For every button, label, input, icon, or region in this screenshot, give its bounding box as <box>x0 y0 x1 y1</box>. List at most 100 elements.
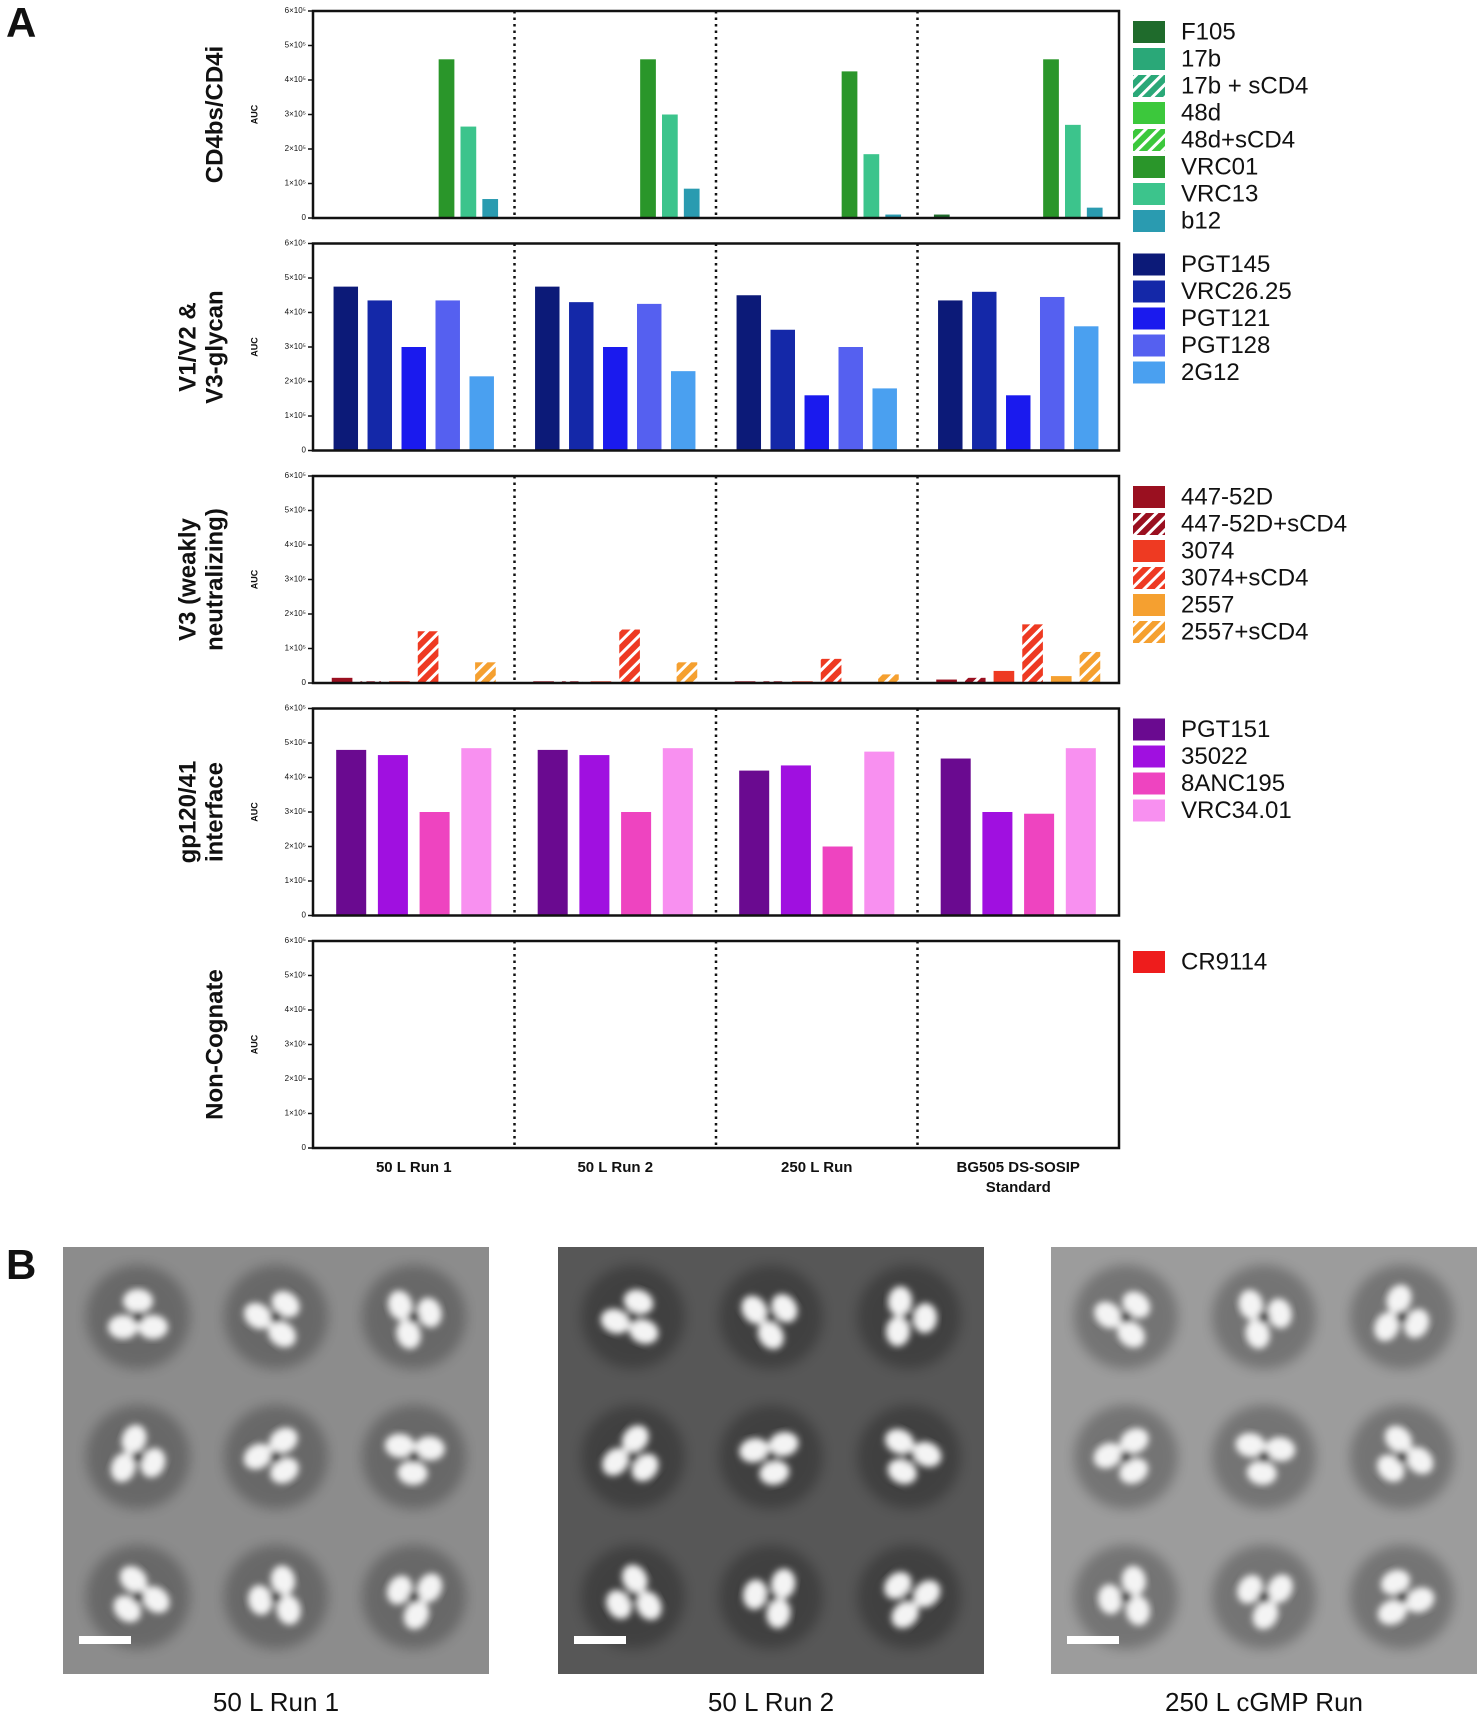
legend-swatch <box>1133 156 1165 178</box>
y-tick-label: 0 <box>302 213 307 222</box>
legend-swatch <box>1133 210 1165 232</box>
particle-lobe <box>1405 1587 1435 1613</box>
particle-core <box>1396 1591 1408 1603</box>
bar <box>1024 813 1055 916</box>
particle-lobe <box>912 1441 942 1467</box>
bar <box>820 658 842 683</box>
x-tick-label: 50 L Run 1 <box>375 1159 452 1176</box>
particle-core <box>132 1591 144 1603</box>
particle <box>1093 1428 1149 1484</box>
particle-core <box>1396 1311 1408 1323</box>
y-tick-label: 4×10⁵ <box>285 1005 306 1014</box>
particle-lobe <box>771 1568 796 1599</box>
y-tick-label: 2×10⁵ <box>285 609 306 618</box>
legend-swatch <box>1133 540 1165 562</box>
legend-swatch <box>1133 102 1165 124</box>
scale-bar <box>574 1636 626 1644</box>
class-average-image <box>558 1247 984 1674</box>
bar <box>619 629 640 683</box>
particle-core <box>627 1311 639 1323</box>
y-axis-label: AUC <box>249 569 259 589</box>
y-axis-label: AUC <box>249 802 259 822</box>
particle-lobe <box>602 1447 629 1476</box>
particle <box>1377 1425 1434 1482</box>
particle-lobe <box>142 1586 170 1614</box>
particle-lobe <box>768 1431 799 1457</box>
y-tick-label: 4×10⁵ <box>285 540 306 549</box>
bar <box>863 154 880 218</box>
particle-lobe <box>887 1458 917 1485</box>
bar <box>780 765 811 916</box>
particle-lobe <box>1235 1432 1266 1458</box>
particle <box>1237 1574 1293 1630</box>
particle <box>387 1290 442 1349</box>
particle-core <box>1120 1311 1132 1323</box>
x-tick-label: 50 L Run 2 <box>577 1159 654 1176</box>
legend-label: 3074+sCD4 <box>1181 564 1308 591</box>
particle-core <box>270 1451 282 1463</box>
particle-lobe <box>600 1308 631 1334</box>
legend-label: 3074 <box>1181 537 1234 564</box>
x-tick-label: BG505 DS-SOSIP Standard <box>956 1159 1080 1196</box>
particle-lobe <box>417 1297 442 1328</box>
particle <box>600 1289 659 1344</box>
image-caption: 50 L Run 2 <box>708 1687 834 1717</box>
particle-lobe <box>269 1427 298 1454</box>
particle-lobe <box>270 1565 296 1596</box>
bar <box>670 371 696 451</box>
legend-label: 48d <box>1181 99 1221 126</box>
y-tick-label: 4×10⁵ <box>285 75 306 84</box>
particle-lobe <box>403 1600 430 1630</box>
x-tick-label-box: 50 L Run 1 <box>375 1159 452 1176</box>
particle-core <box>627 1591 639 1603</box>
particle <box>885 1429 942 1485</box>
legend-label: 2557+sCD4 <box>1181 618 1308 645</box>
y-tick-label: 4×10⁵ <box>285 773 306 782</box>
particle-core <box>270 1591 282 1603</box>
particle-lobe <box>1265 1437 1296 1462</box>
particle <box>1235 1432 1296 1485</box>
particle-core <box>765 1591 777 1603</box>
particle-core <box>903 1311 915 1323</box>
y-tick-label: 2×10⁵ <box>285 1074 306 1083</box>
legend-swatch <box>1133 75 1165 97</box>
particle-lobe <box>621 1425 649 1453</box>
y-tick-label: 6×10⁵ <box>285 239 306 248</box>
particle-lobe <box>1380 1569 1411 1595</box>
bar <box>401 347 426 451</box>
particle-lobe <box>888 1286 913 1317</box>
particle-lobe <box>622 1564 648 1594</box>
legend-swatch <box>1133 799 1165 822</box>
bar <box>1073 326 1099 451</box>
particle-lobe <box>1122 1291 1151 1319</box>
particle-core <box>627 1451 639 1463</box>
legend-label: PGT128 <box>1181 332 1270 359</box>
particle-lobe <box>248 1585 273 1615</box>
bar <box>739 770 770 916</box>
y-tick-label: 3×10⁵ <box>285 807 306 816</box>
legend-swatch <box>1133 183 1165 205</box>
panel-title: interface <box>201 762 228 862</box>
particle-lobe <box>1406 1446 1434 1475</box>
legend-label: 2G12 <box>1181 359 1240 386</box>
bar <box>535 286 560 451</box>
particle-lobe <box>631 1453 659 1482</box>
particle-lobe <box>766 1598 791 1629</box>
particle <box>1238 1289 1292 1349</box>
legend-label: CR9114 <box>1181 948 1267 975</box>
legend-label: VRC34.01 <box>1181 797 1292 824</box>
particle <box>739 1431 799 1485</box>
particle-lobe <box>1119 1458 1149 1484</box>
bar <box>864 751 895 916</box>
particle-lobe <box>386 1575 413 1605</box>
panel-title: V1/V2 & <box>174 302 201 391</box>
bar <box>1022 624 1043 683</box>
particle-lobe <box>623 1289 654 1315</box>
legend-label: F105 <box>1181 18 1236 45</box>
legend-label: PGT151 <box>1181 716 1270 743</box>
particle-lobe <box>1374 1312 1400 1342</box>
bar <box>936 679 957 683</box>
legend-label: 447-52D <box>1181 483 1273 510</box>
particle-lobe <box>884 1571 912 1600</box>
particle <box>606 1564 662 1620</box>
